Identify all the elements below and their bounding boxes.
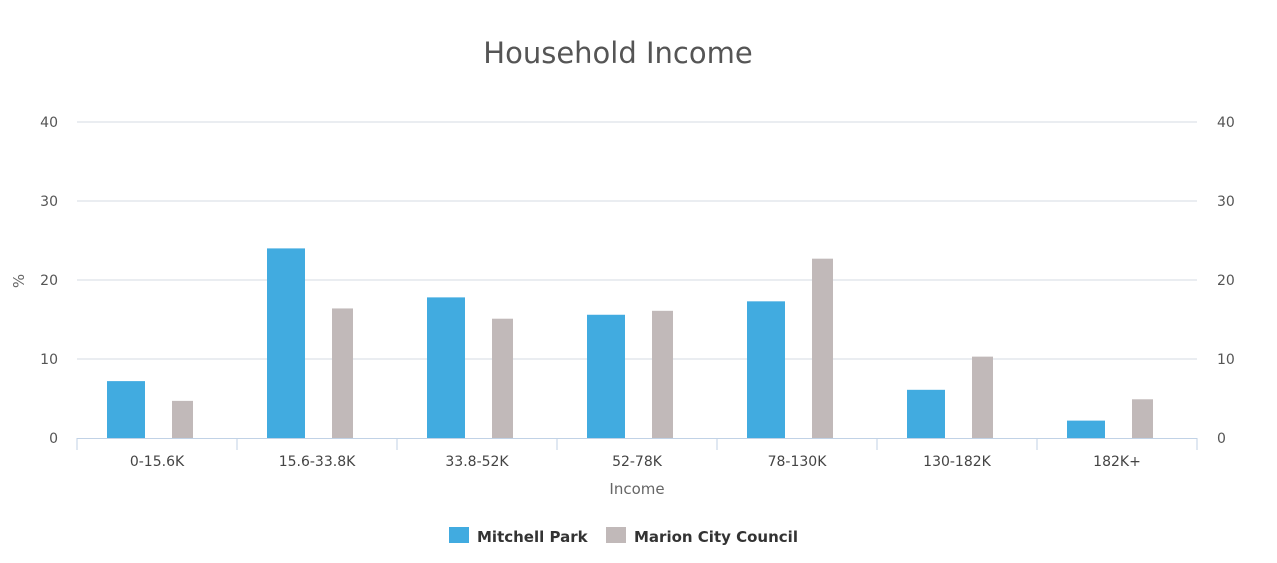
bar-mitchell-park[interactable]: Mitchell Park: 17.3: [747, 301, 785, 438]
x-axis-category-labels: 0-15.6K 15.6-33.8K 33.8-52K 52-78K 78-130K 13…: [130, 454, 1141, 470]
bars: Mitchell Park: 7.2 Marion City Council: 4…: [107, 248, 1153, 438]
bar-mitchell-park[interactable]: Mitchell Park: 17.8: [427, 297, 465, 438]
x-tick-label: 130-182K: [923, 454, 991, 470]
bar-mitchell-park[interactable]: Mitchell Park: 2.2: [1067, 420, 1105, 438]
y-tick-label-right: 20: [1217, 273, 1235, 289]
bar-mitchell-park[interactable]: Mitchell Park: 7.2: [107, 381, 145, 438]
bar-marion-city-council[interactable]: Marion City Council: 4.7: [172, 400, 193, 438]
bar-marion-city-council[interactable]: Marion City Council: 15.1: [492, 318, 513, 438]
bar-marion-city-council[interactable]: Marion City Council: 16.4: [332, 308, 353, 438]
x-tick-label: 0-15.6K: [130, 454, 185, 470]
y-tick-label-left: 10: [40, 352, 58, 368]
y-tick-label-right: 30: [1217, 194, 1235, 210]
legend-swatch: [606, 527, 626, 543]
x-axis: [76, 438, 1198, 450]
y-axis-right-ticks: 0 10 20 30 40: [1217, 115, 1235, 447]
legend-label: Marion City Council: [634, 528, 798, 546]
legend-swatch: [449, 527, 469, 543]
legend-label: Mitchell Park: [477, 528, 589, 546]
bar-mitchell-park[interactable]: Mitchell Park: 24: [267, 248, 305, 438]
legend-item-marion-city-council[interactable]: Marion City Council: [606, 527, 798, 546]
y-axis-title: %: [10, 274, 28, 288]
bar-mitchell-park[interactable]: Mitchell Park: 15.6: [587, 314, 625, 438]
bar-mitchell-park[interactable]: Mitchell Park: 6.1: [907, 389, 945, 438]
bar-marion-city-council[interactable]: Marion City Council: 22.7: [812, 258, 833, 438]
y-tick-label-left: 0: [49, 431, 58, 447]
legend[interactable]: Mitchell Park Marion City Council: [449, 527, 798, 546]
y-axis-left-ticks: 0 10 20 30 40: [40, 115, 58, 447]
y-tick-label-right: 10: [1217, 352, 1235, 368]
y-tick-label-right: 0: [1217, 431, 1226, 447]
x-tick-label: 78-130K: [768, 454, 828, 470]
y-tick-label-left: 20: [40, 273, 58, 289]
bar-marion-city-council[interactable]: Marion City Council: 16.1: [652, 310, 673, 438]
x-tick-label: 33.8-52K: [445, 454, 509, 470]
bar-marion-city-council[interactable]: Marion City Council: 4.9: [1132, 399, 1153, 438]
y-tick-label-right: 40: [1217, 115, 1235, 131]
y-tick-label-left: 30: [40, 194, 58, 210]
gridlines: [77, 121, 1197, 360]
x-axis-title: Income: [609, 480, 664, 498]
x-tick-label: 52-78K: [612, 454, 663, 470]
legend-item-mitchell-park[interactable]: Mitchell Park: [449, 527, 589, 546]
x-tick-label: 15.6-33.8K: [279, 454, 356, 470]
x-tick-label: 182K+: [1093, 454, 1141, 470]
y-tick-label-left: 40: [40, 115, 58, 131]
bar-marion-city-council[interactable]: Marion City Council: 10.3: [972, 356, 993, 438]
chart-title: Household Income: [483, 36, 752, 70]
